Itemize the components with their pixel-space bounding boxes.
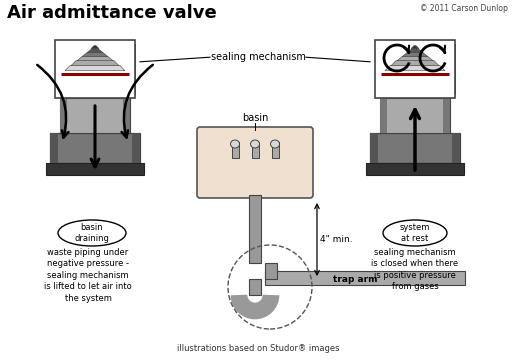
Bar xyxy=(123,98,130,133)
Bar xyxy=(249,195,261,263)
Text: sealing mechanism: sealing mechanism xyxy=(210,52,305,62)
Bar xyxy=(265,271,465,285)
Text: sealing mechanism
is closed when there
is positive pressure
from gases: sealing mechanism is closed when there i… xyxy=(371,248,459,291)
Polygon shape xyxy=(65,66,125,71)
Polygon shape xyxy=(71,61,119,66)
Bar xyxy=(447,44,455,94)
Polygon shape xyxy=(411,45,419,49)
Bar xyxy=(249,279,261,295)
Ellipse shape xyxy=(383,220,447,246)
FancyBboxPatch shape xyxy=(197,127,313,198)
Bar xyxy=(60,98,67,133)
Polygon shape xyxy=(82,53,108,57)
Bar xyxy=(127,44,135,94)
Ellipse shape xyxy=(230,140,240,148)
Text: trap arm: trap arm xyxy=(333,274,377,283)
Bar xyxy=(55,40,135,98)
Polygon shape xyxy=(391,61,439,66)
Polygon shape xyxy=(91,45,99,49)
Bar xyxy=(265,263,277,279)
Bar xyxy=(380,98,450,133)
Polygon shape xyxy=(397,57,433,61)
Bar xyxy=(231,142,239,158)
Bar xyxy=(46,163,144,175)
Bar xyxy=(375,40,455,98)
Bar xyxy=(50,133,58,163)
Polygon shape xyxy=(407,49,423,53)
Bar xyxy=(366,163,464,175)
Ellipse shape xyxy=(270,140,280,148)
Ellipse shape xyxy=(58,220,126,246)
Text: basin
draining: basin draining xyxy=(74,223,109,243)
Bar xyxy=(443,98,450,133)
Bar xyxy=(55,44,63,94)
Text: 4" min.: 4" min. xyxy=(320,235,352,244)
Text: Air admittance valve: Air admittance valve xyxy=(7,4,217,22)
Polygon shape xyxy=(402,53,428,57)
Bar xyxy=(380,98,387,133)
Polygon shape xyxy=(87,49,103,53)
Bar xyxy=(60,98,130,133)
Text: illustrations based on Studor® images: illustrations based on Studor® images xyxy=(177,344,339,353)
Bar xyxy=(452,133,460,163)
Polygon shape xyxy=(77,57,113,61)
Bar xyxy=(251,142,259,158)
Bar xyxy=(375,44,383,94)
Bar xyxy=(370,133,378,163)
Text: basin: basin xyxy=(242,113,268,123)
Ellipse shape xyxy=(250,140,260,148)
Polygon shape xyxy=(385,66,445,71)
Bar xyxy=(132,133,140,163)
Bar xyxy=(370,133,460,163)
Text: © 2011 Carson Dunlop: © 2011 Carson Dunlop xyxy=(420,4,508,13)
Text: system
at rest: system at rest xyxy=(400,223,430,243)
Bar xyxy=(50,133,140,163)
Bar xyxy=(271,142,279,158)
Text: waste piping under
negative pressure -
sealing mechanism
is lifted to let air in: waste piping under negative pressure - s… xyxy=(44,248,132,303)
